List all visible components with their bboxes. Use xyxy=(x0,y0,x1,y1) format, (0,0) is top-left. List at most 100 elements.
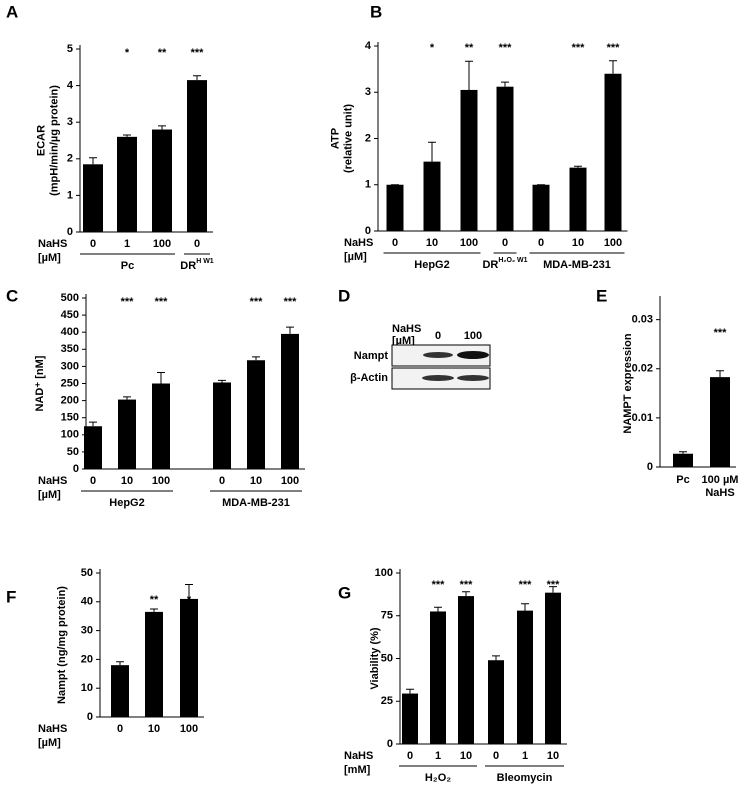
error-bar xyxy=(185,584,193,599)
error-bar xyxy=(521,603,529,611)
blot-band xyxy=(422,375,454,381)
x-tick-label: 100 xyxy=(153,238,171,250)
bar xyxy=(430,611,446,744)
row-label: NaHS xyxy=(38,475,67,487)
x-tick-label: 0 xyxy=(117,723,123,735)
x-tick-label: 10 xyxy=(572,237,584,249)
x-tick-label: NaHS xyxy=(705,487,734,499)
group-label-main: DR xyxy=(482,259,498,271)
y-tick-label: 50 xyxy=(67,446,79,458)
bar xyxy=(180,598,198,717)
y-tick-label: 2 xyxy=(365,132,371,144)
y-tick-label: 300 xyxy=(61,360,79,372)
x-tick-label: 10 xyxy=(426,237,438,249)
y-tick-label: 50 xyxy=(81,567,93,579)
group-label: MDA-MB-231 xyxy=(222,497,290,509)
bar xyxy=(423,161,441,231)
row-label: NaHS xyxy=(344,237,373,249)
group-label-main: H₂O₂ xyxy=(425,772,451,784)
significance: * xyxy=(187,594,192,606)
error-bar xyxy=(716,370,724,378)
y-tick-label: 30 xyxy=(81,625,93,637)
group-label: HepG2 xyxy=(414,259,449,271)
x-tick-label: 10 xyxy=(250,475,262,487)
protein-label: Nampt xyxy=(354,350,389,362)
x-tick-label: 10 xyxy=(121,475,133,487)
group-label: Bleomycin xyxy=(497,772,553,784)
error-bar xyxy=(252,356,260,361)
y-tick-label: 250 xyxy=(61,377,79,389)
significance: ** xyxy=(158,47,167,59)
x-tick-label: 0 xyxy=(194,238,200,250)
panel-letter: G xyxy=(338,583,351,602)
blot-band xyxy=(457,375,489,381)
y-tick-label: 0 xyxy=(73,463,79,475)
y-tick-label: 3 xyxy=(67,116,73,128)
significance: ** xyxy=(465,42,474,54)
error-bar xyxy=(434,606,442,612)
row-label: NaHS xyxy=(344,750,373,762)
y-tick-label: 100 xyxy=(61,429,79,441)
y-axis-label: ECAR xyxy=(35,125,47,156)
bar xyxy=(496,86,514,231)
error-bar xyxy=(549,586,557,593)
bar xyxy=(517,610,533,744)
error-bar xyxy=(609,60,617,74)
group-label: DRH W1 xyxy=(180,258,213,272)
x-tick-label: 0 xyxy=(90,238,96,250)
row-label: NaHS xyxy=(38,238,67,250)
x-tick-label: 0 xyxy=(407,750,413,762)
y-tick-label: 400 xyxy=(61,326,79,338)
y-tick-label: 0.01 xyxy=(632,412,653,424)
bar xyxy=(402,693,418,744)
bar xyxy=(710,377,730,467)
significance: * xyxy=(430,42,435,54)
y-tick-label: 20 xyxy=(81,653,93,665)
significance: *** xyxy=(460,579,474,591)
row-label: [µM] xyxy=(38,737,61,749)
group-label-sup: H₂O₂ W1 xyxy=(498,257,527,264)
x-tick-label: 100 xyxy=(180,723,198,735)
error-bar xyxy=(123,396,131,400)
x-tick-label: 100 xyxy=(152,475,170,487)
bar xyxy=(187,80,207,232)
error-bar xyxy=(150,608,158,612)
x-tick-label: 100 xyxy=(281,475,299,487)
panel-letter: D xyxy=(338,286,350,305)
bar xyxy=(111,665,129,717)
error-bar xyxy=(89,421,97,427)
y-tick-label: 40 xyxy=(81,596,93,608)
group-label: H₂O₂ xyxy=(425,772,451,784)
error-bar xyxy=(193,75,201,81)
y-tick-label: 0 xyxy=(67,226,73,238)
y-tick-label: 150 xyxy=(61,412,79,424)
y-tick-label: 350 xyxy=(61,343,79,355)
panel-letter: C xyxy=(6,286,18,305)
y-axis-label: (mpH/min/µg protein) xyxy=(48,85,60,196)
significance: *** xyxy=(519,579,533,591)
bar xyxy=(247,360,265,469)
x-tick-label: 1 xyxy=(435,750,441,762)
bar xyxy=(488,660,504,744)
bar xyxy=(118,399,136,469)
y-tick-label: 500 xyxy=(61,292,79,304)
x-tick-label: 10 xyxy=(547,750,559,762)
group-label-main: MDA-MB-231 xyxy=(543,259,611,271)
error-bar xyxy=(286,326,294,334)
panel-letter: F xyxy=(6,587,16,606)
row-label: NaHS xyxy=(38,723,67,735)
blot-band xyxy=(423,352,453,358)
error-bar xyxy=(157,372,165,384)
group-label-main: MDA-MB-231 xyxy=(222,497,290,509)
x-tick-label: 0 xyxy=(493,750,499,762)
error-bar xyxy=(158,125,166,130)
y-tick-label: 100 xyxy=(375,567,393,579)
blot-row-label: NaHS xyxy=(392,323,421,335)
x-tick-label: 100 xyxy=(460,237,478,249)
y-axis-label: Nampt (ng/mg protein) xyxy=(56,586,68,704)
bar xyxy=(145,611,163,717)
y-tick-label: 0 xyxy=(387,738,393,750)
x-tick-label: 1 xyxy=(124,238,130,250)
x-tick-label: 10 xyxy=(460,750,472,762)
error-bar xyxy=(406,688,414,694)
